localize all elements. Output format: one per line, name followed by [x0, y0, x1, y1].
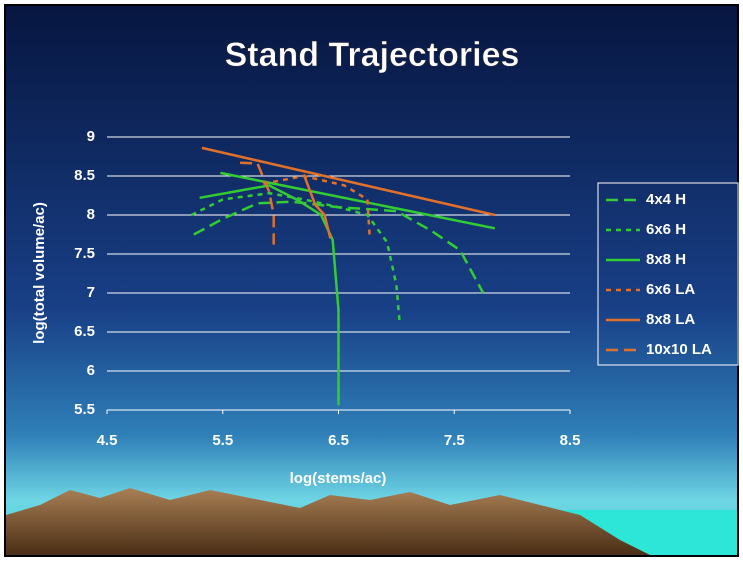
chart-title: Stand Trajectories	[225, 36, 520, 74]
x-tick-label: 7.5	[444, 432, 465, 449]
series-line	[263, 174, 372, 239]
legend-label: 10x10 LA	[646, 341, 712, 358]
legend-label: 6x6 LA	[646, 281, 695, 298]
x-tick-label: 5.5	[212, 432, 233, 449]
background	[4, 4, 739, 557]
y-tick-label: 5.5	[74, 401, 95, 418]
legend-box	[597, 182, 739, 366]
legend-label: 8x8 H	[646, 251, 686, 268]
legend-label: 8x8 LA	[646, 311, 695, 328]
mountains	[6, 488, 650, 555]
y-tick-label: 6.5	[74, 323, 95, 340]
y-axis-label: log(total volume/ac)	[31, 202, 48, 344]
y-tick-label: 7	[87, 284, 95, 301]
series-line	[240, 161, 275, 245]
legend-label: 6x6 H	[646, 221, 686, 238]
y-tick-label: 8.5	[74, 167, 95, 184]
x-tick-label: 4.5	[97, 432, 118, 449]
series-line	[201, 146, 496, 239]
y-tick-label: 6	[87, 362, 95, 379]
legend-label: 4x4 H	[646, 191, 686, 208]
y-tick-label: 8	[87, 206, 95, 223]
y-tick-label: 7.5	[74, 245, 95, 262]
x-axis-label: log(stems/ac)	[290, 470, 387, 487]
x-tick-label: 8.5	[560, 432, 581, 449]
series-line	[190, 191, 402, 325]
x-tick-label: 6.5	[328, 432, 349, 449]
y-tick-label: 9	[87, 128, 95, 145]
